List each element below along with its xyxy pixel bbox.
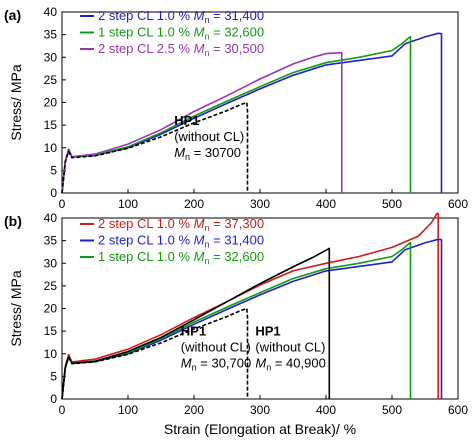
annotation-title: HP1 (255, 324, 280, 339)
legend-label-suffix: = 31,400 (210, 233, 265, 248)
legend-entry: 2 step CL 1.0 % Mn = 37,300 (98, 216, 264, 233)
x-tick-label: 100 (118, 197, 138, 211)
x-tick-label: 200 (184, 403, 204, 417)
legend-label-suffix: = 30,500 (210, 41, 265, 56)
panel-label: (b) (4, 213, 22, 229)
x-tick-label: 100 (118, 403, 138, 417)
panel-label: (a) (4, 7, 21, 23)
annotation-mn-sub: n (192, 363, 197, 373)
legend-label-suffix: = 37,300 (210, 216, 265, 231)
annotation-title: HP1 (181, 324, 206, 339)
y-tick-label: 30 (44, 50, 58, 64)
x-tick-label: 600 (448, 403, 468, 417)
annotation-mn: Mn = 30,700 (181, 356, 251, 373)
legend-label-var: M (194, 233, 205, 248)
legend-label-var: M (194, 25, 205, 40)
x-tick-label: 500 (382, 403, 402, 417)
y-tick-label: 10 (44, 141, 58, 155)
annotation-mn-value: = 40,900 (271, 356, 326, 371)
legend-label-sub: n (204, 48, 209, 58)
legend-label-sub: n (204, 240, 209, 250)
annotation-mn-sub: n (266, 363, 271, 373)
x-tick-label: 0 (59, 403, 66, 417)
legend-label-var: M (194, 41, 205, 56)
y-tick-label: 0 (50, 186, 57, 200)
series-line (61, 101, 249, 194)
y-tick-label: 5 (50, 163, 57, 177)
y-tick-label: 35 (44, 28, 58, 42)
y-axis-title: Stress/ MPa (8, 64, 24, 140)
legend-label-var: M (194, 216, 205, 231)
annotation-mn-value: = 30,700 (197, 356, 252, 371)
annotation-mn: Mn = 30700 (174, 145, 241, 162)
y-tick-label: 15 (44, 324, 58, 338)
y-tick-label: 15 (44, 118, 58, 132)
annotation-subtitle: (without CL) (174, 129, 244, 144)
y-tick-label: 25 (44, 73, 58, 87)
annotation-mn-sub: n (185, 152, 190, 162)
y-tick-label: 30 (44, 256, 58, 270)
x-tick-label: 300 (250, 197, 270, 211)
x-tick-label: 0 (59, 197, 66, 211)
y-tick-label: 20 (44, 96, 58, 110)
legend-label-sub: n (204, 223, 209, 233)
legend-label-prefix: 2 step CL 1.0 % (98, 216, 194, 231)
series-line (61, 32, 443, 194)
legend-label-prefix: 1 step CL 1.0 % (98, 249, 194, 264)
legend-label-prefix: 2 step CL 1.0 % (98, 8, 194, 23)
legend-label-suffix: = 31,400 (210, 8, 265, 23)
annotation-mn-var: M (255, 356, 266, 371)
legend-label-prefix: 2 step CL 1.0 % (98, 233, 194, 248)
legend-entry: 1 step CL 1.0 % Mn = 32,600 (98, 249, 264, 266)
legend-entry: 1 step CL 1.0 % Mn = 32,600 (98, 25, 264, 42)
annotation-subtitle: (without CL) (255, 340, 325, 355)
series-line (61, 247, 331, 400)
legend-entry: 2 step CL 1.0 % Mn = 31,400 (98, 233, 264, 250)
legend-label-prefix: 1 step CL 1.0 % (98, 25, 194, 40)
annotation-mn: Mn = 40,900 (255, 356, 325, 373)
y-tick-label: 25 (44, 279, 58, 293)
legend-label-suffix: = 32,600 (210, 25, 265, 40)
y-tick-label: 10 (44, 347, 58, 361)
y-tick-label: 5 (50, 369, 57, 383)
x-tick-label: 200 (184, 197, 204, 211)
annotation-mn-value: = 30700 (190, 145, 241, 160)
y-tick-label: 40 (44, 211, 58, 225)
legend-label-sub: n (204, 32, 209, 42)
y-tick-label: 35 (44, 234, 58, 248)
x-tick-label: 400 (316, 403, 336, 417)
legend-label-var: M (194, 8, 205, 23)
y-tick-label: 40 (44, 5, 58, 19)
x-tick-label: 300 (250, 403, 270, 417)
x-tick-label: 600 (448, 197, 468, 211)
legend-label-var: M (194, 249, 205, 264)
legend-entry: 2 step CL 2.5 % Mn = 30,500 (98, 41, 264, 58)
annotation-title: HP1 (174, 113, 199, 128)
annotation-subtitle: (without CL) (181, 340, 251, 355)
y-tick-label: 0 (50, 392, 57, 406)
legend-entry: 2 step CL 1.0 % Mn = 31,400 (98, 8, 264, 25)
legend-label-prefix: 2 step CL 2.5 % (98, 41, 194, 56)
legend-label-sub: n (204, 15, 209, 25)
x-axis-title: Strain (Elongation at Break)/ % (164, 421, 356, 437)
legend-label-suffix: = 32,600 (210, 249, 265, 264)
legend-label-sub: n (204, 256, 209, 266)
x-tick-label: 500 (382, 197, 402, 211)
x-tick-label: 400 (316, 197, 336, 211)
annotation-mn-var: M (181, 356, 192, 371)
annotation-mn-var: M (174, 145, 185, 160)
y-tick-label: 20 (44, 302, 58, 316)
y-axis-title: Stress/ MPa (8, 270, 24, 346)
